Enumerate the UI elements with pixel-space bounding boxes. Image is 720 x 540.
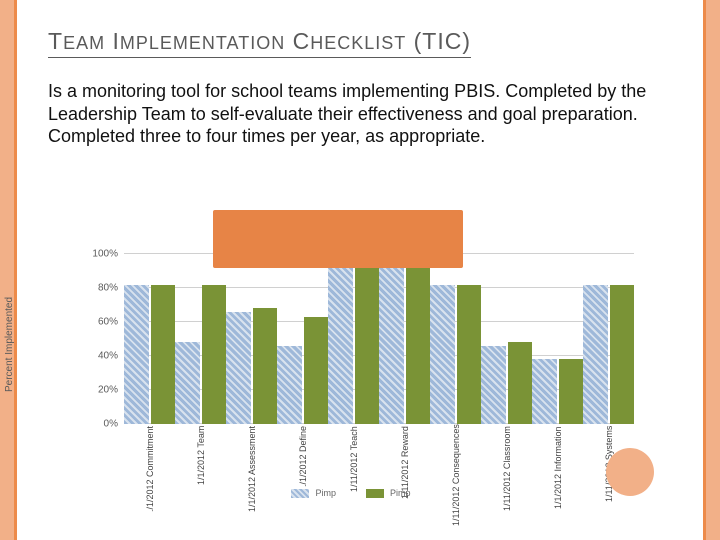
slide-content: TEAM IMPLEMENTATION CHECKLIST (TIC) Is a… bbox=[48, 28, 672, 522]
bar bbox=[406, 261, 431, 424]
orange-overlay-box bbox=[213, 210, 463, 268]
x-tick-label: 1/1/2012 Information bbox=[553, 426, 563, 526]
bar bbox=[559, 359, 584, 424]
bar bbox=[481, 346, 506, 424]
y-axis-title: Percent Implemented bbox=[4, 297, 15, 392]
y-tick-label: 100% bbox=[92, 249, 118, 260]
legend-item: Pimp bbox=[291, 488, 336, 498]
y-tick-label: 20% bbox=[98, 385, 118, 396]
page-title: TEAM IMPLEMENTATION CHECKLIST (TIC) bbox=[48, 28, 471, 58]
x-tick-label: ./1/2012 Commitment bbox=[145, 426, 155, 526]
bars-container bbox=[124, 254, 634, 424]
legend-item: Pimp bbox=[366, 488, 411, 498]
bar bbox=[277, 346, 302, 424]
x-tick-label: 1/11/2012 Teach bbox=[349, 426, 359, 526]
y-tick-label: 80% bbox=[98, 283, 118, 294]
x-tick-label: 1/11/2012 Classroom bbox=[502, 426, 512, 526]
x-tick-label: 1/11/2012 Consequences bbox=[451, 426, 461, 526]
bar-group bbox=[226, 254, 277, 424]
bar bbox=[430, 285, 455, 424]
bar-group bbox=[175, 254, 226, 424]
x-labels: ./1/2012 Commitment 1/1/2012 Team 1/1/2012… bbox=[124, 426, 634, 526]
bar bbox=[379, 261, 404, 424]
bar bbox=[151, 285, 176, 424]
bar bbox=[304, 317, 329, 424]
bar bbox=[355, 261, 380, 424]
bar bbox=[124, 285, 149, 424]
bar-group bbox=[481, 254, 532, 424]
bar bbox=[226, 312, 251, 424]
x-tick-label: ./1/2012 Define bbox=[298, 426, 308, 526]
y-tick-label: 60% bbox=[98, 317, 118, 328]
bar bbox=[202, 285, 227, 424]
bar bbox=[508, 342, 533, 424]
legend-label: Pimp bbox=[315, 488, 336, 498]
bar bbox=[583, 285, 608, 424]
chart-legend: Pimp Pimp bbox=[60, 488, 642, 498]
bar bbox=[253, 308, 278, 424]
bar-group bbox=[328, 254, 379, 424]
tic-chart: Percent Implemented 0%20%40%60%80%100% .… bbox=[60, 254, 642, 492]
bar bbox=[532, 359, 557, 424]
bar-group bbox=[532, 254, 583, 424]
bar bbox=[328, 261, 353, 424]
legend-swatch-solid bbox=[366, 489, 384, 498]
x-tick-label: 1/11/2012 Reward bbox=[400, 426, 410, 526]
x-tick-label: 1/1/2012 Team bbox=[196, 426, 206, 526]
bar-group bbox=[379, 254, 430, 424]
bar-group bbox=[124, 254, 175, 424]
legend-swatch-hatch bbox=[291, 489, 309, 498]
bar-group bbox=[430, 254, 481, 424]
plot-area: 0%20%40%60%80%100% bbox=[124, 254, 634, 424]
bar bbox=[610, 285, 635, 424]
bar-group bbox=[583, 254, 634, 424]
bar bbox=[457, 285, 482, 424]
accent-circle-icon bbox=[606, 448, 654, 496]
bar-group bbox=[277, 254, 328, 424]
y-tick-label: 0% bbox=[104, 419, 118, 430]
y-tick-label: 40% bbox=[98, 351, 118, 362]
bar bbox=[175, 342, 200, 424]
legend-label: Pimp bbox=[390, 488, 411, 498]
description-text: Is a monitoring tool for school teams im… bbox=[48, 80, 672, 148]
x-tick-label: 1/1/2012 Assessment bbox=[247, 426, 257, 526]
